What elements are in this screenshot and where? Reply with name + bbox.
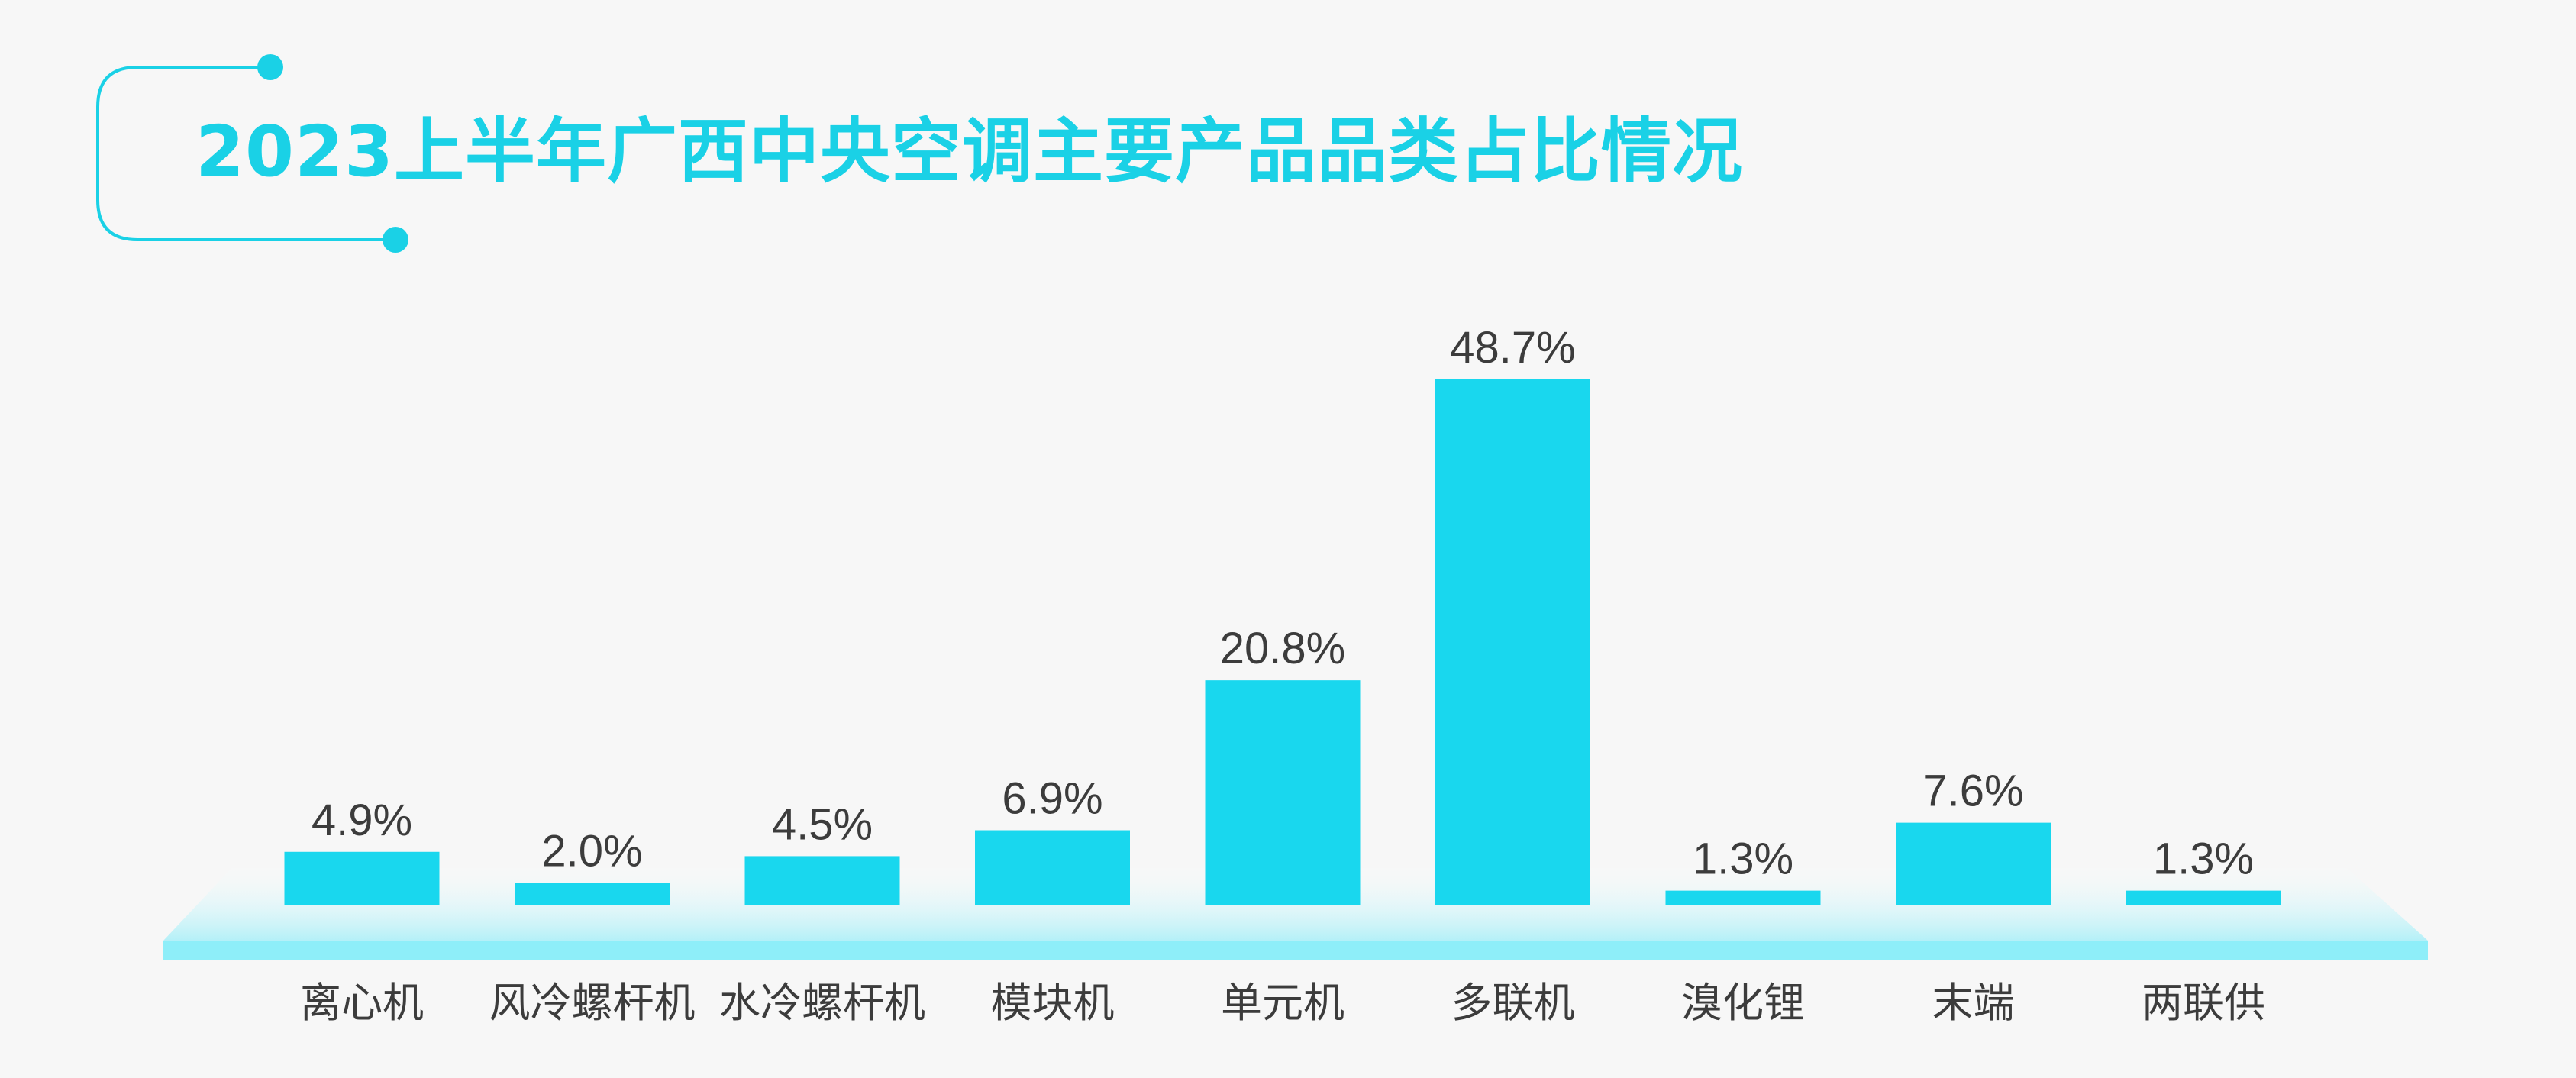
- value-label-2: 2.0%: [541, 827, 642, 876]
- bar-3: [744, 856, 900, 905]
- category-label-3: 水冷螺杆机: [719, 979, 925, 1027]
- chart-title: 2023上半年广西中央空调主要产品品类占比情况: [195, 111, 1744, 192]
- category-label-6: 多联机: [1451, 979, 1575, 1027]
- category-label-8: 末端: [1932, 979, 2015, 1027]
- title-decoration-dot-top: [257, 54, 283, 80]
- category-label-4: 模块机: [991, 979, 1115, 1027]
- value-labels-group: 4.9% 2.0% 4.5% 6.9% 20.8% 48.7% 1.3% 7.6% 1.3%: [312, 323, 2254, 884]
- bar-2: [515, 883, 670, 905]
- category-label-7: 溴化锂: [1681, 979, 1805, 1027]
- value-label-3: 4.5%: [772, 799, 873, 849]
- bar-5: [1205, 680, 1361, 905]
- value-label-5: 20.8%: [1220, 624, 1345, 673]
- bar-1: [284, 851, 440, 905]
- category-label-9: 两联供: [2142, 979, 2265, 1027]
- bar-8: [1896, 822, 2051, 905]
- category-label-2: 风冷螺杆机: [489, 979, 696, 1027]
- category-labels-group: 离心机 风冷螺杆机 水冷螺杆机 模块机 单元机 多联机 溴化锂 末端 两联供: [300, 979, 2265, 1027]
- value-label-4: 6.9%: [1002, 774, 1102, 824]
- bars-group: [284, 379, 2281, 905]
- value-label-6: 48.7%: [1450, 323, 1575, 373]
- bar-4: [975, 830, 1130, 905]
- bar-6: [1435, 379, 1590, 905]
- value-label-8: 7.6%: [1922, 767, 2023, 816]
- category-label-1: 离心机: [300, 979, 424, 1027]
- bar-9: [2126, 890, 2281, 905]
- value-label-1: 4.9%: [312, 796, 412, 845]
- category-label-5: 单元机: [1221, 979, 1344, 1027]
- title-decoration: [96, 54, 408, 253]
- value-label-7: 1.3%: [1693, 834, 1793, 884]
- bar-7: [1665, 890, 1821, 905]
- value-label-9: 1.3%: [2153, 834, 2254, 884]
- chart-platform-base: [163, 941, 2428, 960]
- title-decoration-dot-bottom: [383, 227, 408, 253]
